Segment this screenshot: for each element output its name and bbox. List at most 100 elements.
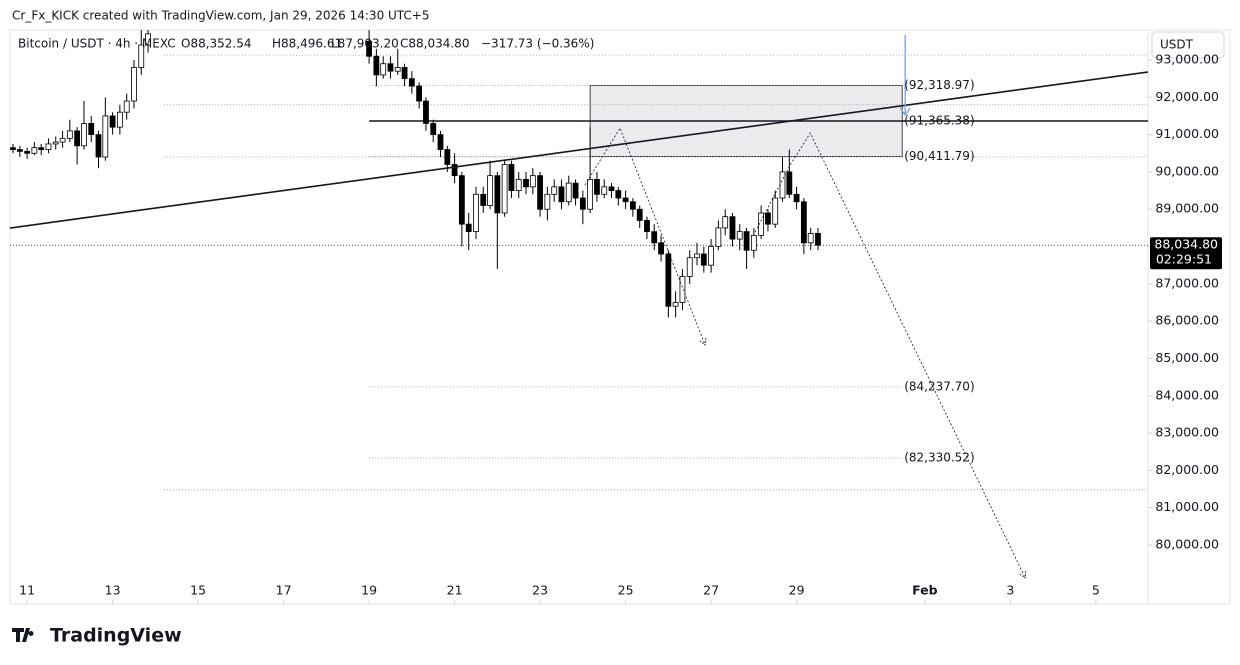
legend: Bitcoin / USDT · 4h · MEXC O88,352.54 H8… <box>18 37 594 51</box>
projection-arrowhead <box>1019 571 1027 579</box>
chart-frame <box>9 29 1231 605</box>
candle-body <box>10 147 16 150</box>
candle-body <box>729 216 736 240</box>
candle-body <box>501 164 508 214</box>
candle-body <box>380 63 387 76</box>
candle-body <box>736 231 743 240</box>
candle-body <box>480 193 487 206</box>
candle-body <box>494 175 501 214</box>
candle-body <box>24 151 30 154</box>
y-tick-label: 93,000.00 <box>1155 51 1219 66</box>
x-tick-label: 23 <box>532 583 548 598</box>
countdown-label: 02:29:51 <box>1156 252 1212 267</box>
candle-body <box>615 190 622 199</box>
y-tick-label: 84,000.00 <box>1155 387 1219 402</box>
candle-body <box>38 147 45 150</box>
candle-body <box>45 143 52 150</box>
candle-body <box>551 186 558 195</box>
projection-arrowhead <box>699 338 707 346</box>
candle-body <box>587 178 594 210</box>
legend-high: H88,496.61 <box>272 37 342 51</box>
level-label: (90,411.79) <box>904 149 974 163</box>
legend-low: L87,903.20 <box>331 37 399 51</box>
candle-body <box>66 130 73 139</box>
candle-body <box>715 227 722 247</box>
candle-body <box>109 115 116 128</box>
y-tick-label: 87,000.00 <box>1155 275 1219 290</box>
candle-body <box>81 123 87 147</box>
candle-body <box>544 193 551 210</box>
candle-body <box>665 253 672 307</box>
candle-body <box>373 55 380 76</box>
candle-body <box>145 33 151 46</box>
candle-body <box>594 178 600 195</box>
candle-body <box>565 182 572 203</box>
candle-body <box>694 253 700 259</box>
legend-change: −317.73 (−0.36%) <box>481 37 594 51</box>
y-tick-label: 82,000.00 <box>1155 462 1219 477</box>
x-tick-label: 13 <box>105 583 121 598</box>
trendline <box>10 71 1148 229</box>
candle-body <box>437 134 444 150</box>
candle-body <box>815 232 821 246</box>
candle-body <box>74 130 81 147</box>
candle-body <box>31 147 38 154</box>
candle-body <box>465 223 472 233</box>
x-tick-label: 21 <box>447 583 463 598</box>
candle-body <box>473 193 479 233</box>
x-tick-label: 27 <box>703 583 719 598</box>
x-tick-label: 5 <box>1092 583 1100 598</box>
brand-name: TradingView <box>50 625 182 647</box>
candle-body <box>131 67 137 102</box>
candle-body <box>608 186 615 191</box>
candle-body <box>636 208 643 221</box>
level-label: (84,237.70) <box>904 379 974 393</box>
candle-body <box>579 197 586 210</box>
level-label: (82,330.52) <box>904 451 974 465</box>
candle-body <box>138 44 145 68</box>
brand-logo: TradingView <box>12 625 182 647</box>
last-price-box <box>1150 237 1222 270</box>
x-tick-label: 25 <box>618 583 634 598</box>
candle-body <box>123 100 130 113</box>
candle-body <box>515 178 522 191</box>
candle-body <box>722 216 729 229</box>
candle-body <box>52 141 59 145</box>
candle-body <box>451 164 458 177</box>
projection-path <box>584 127 706 346</box>
y-tick-label: 91,000.00 <box>1155 126 1219 141</box>
x-tick-label: 17 <box>276 583 292 598</box>
candle-body <box>672 302 679 307</box>
x-tick-label: 11 <box>19 583 35 598</box>
y-tick-label: 92,000.00 <box>1155 89 1219 104</box>
x-tick-label: 29 <box>789 583 805 598</box>
logo-icon <box>12 628 34 642</box>
candle-body <box>523 178 529 188</box>
candle-body <box>750 234 757 251</box>
candle-body <box>508 164 515 191</box>
candle-body <box>102 115 109 158</box>
candle-body <box>430 123 437 136</box>
candle-body <box>116 111 123 128</box>
currency-button[interactable] <box>1151 31 1225 59</box>
x-tick-label: 3 <box>1006 583 1014 598</box>
candle-body <box>679 275 686 303</box>
candle-body <box>572 182 579 199</box>
candle-body <box>423 100 429 124</box>
candle-body <box>629 201 636 210</box>
candle-body <box>772 197 779 225</box>
last-price-label: 88,034.80 <box>1154 237 1218 252</box>
candle-body <box>458 175 465 225</box>
currency-label[interactable]: USDT <box>1160 38 1194 52</box>
candle-body <box>394 67 401 72</box>
legend-symbol: Bitcoin / USDT · 4h · MEXC <box>18 37 176 51</box>
y-tick-label: 90,000.00 <box>1155 163 1219 178</box>
candle-body <box>658 242 664 255</box>
projection-path <box>754 132 1026 579</box>
plot-area <box>10 30 1148 579</box>
candle-body <box>95 134 102 158</box>
candle-body <box>686 257 693 277</box>
candle-body <box>59 137 66 143</box>
